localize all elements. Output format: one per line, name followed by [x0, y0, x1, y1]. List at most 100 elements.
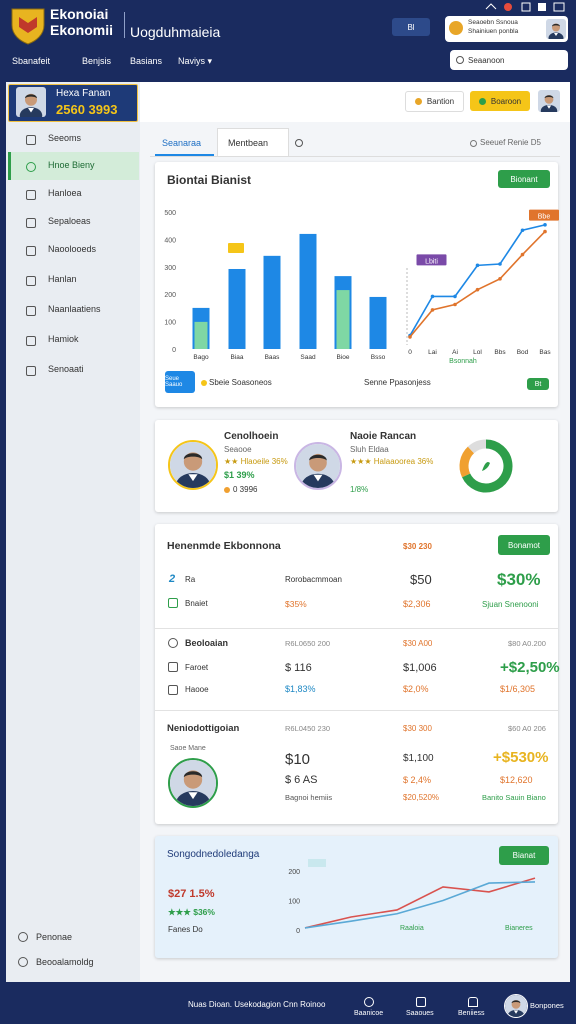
summary-value: $27 1.5%	[168, 888, 215, 900]
cell: Faroet	[185, 663, 209, 672]
user-value: 2560 3993	[56, 102, 118, 117]
footer-icon	[416, 997, 426, 1007]
table-card	[155, 524, 558, 824]
tab[interactable]: Mentbean	[228, 138, 269, 148]
nav-link[interactable]: Naviys ▾	[178, 56, 213, 66]
cell: $2,306	[403, 599, 431, 609]
tab-rule	[150, 156, 560, 157]
menu-item[interactable]: Naoolooeds	[48, 244, 97, 254]
cell: $20,520%	[403, 793, 440, 802]
menu-item[interactable]: Senoaati	[48, 364, 84, 374]
menu-icon	[26, 276, 36, 286]
logo	[11, 8, 45, 45]
row-icon	[168, 598, 178, 608]
col-head: $60 A0 206	[508, 724, 546, 733]
avatar-image	[538, 90, 560, 112]
chart-card	[155, 162, 558, 407]
menu-item[interactable]: Hanlan	[48, 274, 77, 284]
cell: Sjuan Snenooni	[482, 600, 539, 609]
divider	[124, 12, 125, 38]
avatar-image	[16, 87, 46, 117]
cell: $ 2,4%	[403, 775, 432, 785]
col-head: $30 A00	[403, 639, 433, 648]
menu-icon	[18, 932, 28, 942]
tab[interactable]: Seanaraa	[162, 138, 202, 148]
cell: $1/6,305	[500, 684, 536, 694]
tab-underline	[155, 154, 214, 156]
summary-rating: ★★★ $36%	[168, 907, 215, 917]
cell: $1,006	[403, 662, 437, 674]
legend-badge: Bt	[527, 378, 549, 390]
cell: Bnaiet	[185, 599, 208, 608]
menu-icon	[26, 218, 36, 228]
avatar-image	[170, 760, 216, 806]
row-rule	[155, 710, 558, 711]
header-button[interactable]: Bl	[392, 18, 430, 36]
user-avatar	[16, 87, 46, 117]
row-icon	[168, 685, 178, 695]
profile-avatar	[294, 442, 342, 490]
chart-note: Bianeres	[505, 925, 533, 932]
menu-item[interactable]: Naanlaatiens	[48, 304, 101, 314]
topbar-button[interactable]: Boaroon	[470, 91, 530, 111]
avatar-image	[170, 442, 216, 488]
cell: Ra	[185, 575, 196, 584]
legend-entry: Senne Ppasonjess	[364, 378, 431, 387]
footer-item[interactable]: Saaoues	[406, 1010, 434, 1017]
tab-search: Seeuef Renie D5	[480, 138, 541, 147]
menu-icon	[26, 135, 36, 145]
status-icons	[485, 2, 565, 12]
legend-dot	[201, 380, 207, 386]
footer-icon	[364, 997, 374, 1007]
nav-link[interactable]: Sbanafeit	[12, 56, 51, 66]
topbar-button[interactable]: Bantion	[405, 91, 464, 112]
col-head: R6L0450 230	[285, 724, 331, 733]
menu-item[interactable]: Hamiok	[48, 334, 79, 344]
cell: $ 116	[285, 662, 312, 674]
menu-item[interactable]: Sepaloeas	[48, 216, 91, 226]
cell: $1,83%	[285, 684, 316, 694]
app-subtitle: Uogduhmaieia	[130, 24, 221, 40]
search-box[interactable]	[450, 50, 568, 70]
menu-item[interactable]: Hnoe Bieny	[48, 160, 95, 170]
profile-icon	[449, 21, 463, 35]
section-title: Beoloaian	[185, 638, 229, 648]
nav-link[interactable]: Benjsis	[82, 56, 112, 66]
cell: $10	[285, 751, 311, 768]
table-button[interactable]: Bonamot	[498, 535, 550, 555]
tab-search-icon	[295, 139, 303, 147]
cell: $ 6 AS	[285, 774, 318, 786]
chart-note: Raaloia	[400, 925, 424, 932]
profile-name: Naoie Rancan	[350, 431, 417, 442]
chart-button[interactable]: Bionant	[498, 170, 550, 188]
menu-item[interactable]: Seeoms	[48, 133, 82, 143]
profile-rating: ★★ Hlaoeile 36%	[224, 457, 288, 466]
footer-item[interactable]: Bonpones	[530, 1001, 564, 1010]
footer-item[interactable]: Beniiess	[458, 1010, 485, 1017]
search-placeholder: Seaanoon	[468, 56, 505, 65]
summary-button[interactable]: Bianat	[499, 846, 549, 865]
tab-box	[217, 128, 289, 157]
cell: Rorobacmmoan	[285, 575, 342, 584]
footer-item[interactable]: Baanicoe	[354, 1010, 384, 1017]
cell: Banito Sauin Biano	[482, 793, 546, 802]
footer	[0, 984, 576, 1024]
menu-icon	[26, 162, 36, 172]
nav-link[interactable]: Basians	[130, 56, 163, 66]
sidebar-footer-item[interactable]: Penonae	[36, 932, 73, 942]
avatar-image	[505, 995, 527, 1017]
menu-icon	[26, 190, 36, 200]
menu-item[interactable]: Hanloea	[48, 188, 82, 198]
row-icon: 2	[169, 573, 176, 585]
dot	[478, 97, 486, 105]
row-icon	[168, 662, 178, 672]
section-title: Neniodottigoian	[167, 723, 240, 734]
cell: +$530%	[493, 749, 549, 766]
menu-icon	[26, 306, 36, 316]
cell: $2,0%	[403, 684, 429, 694]
table-title-value: $30 230	[403, 542, 432, 551]
menu-icon	[26, 246, 36, 256]
sidebar-footer-item[interactable]: Beooalamoldg	[36, 957, 94, 967]
